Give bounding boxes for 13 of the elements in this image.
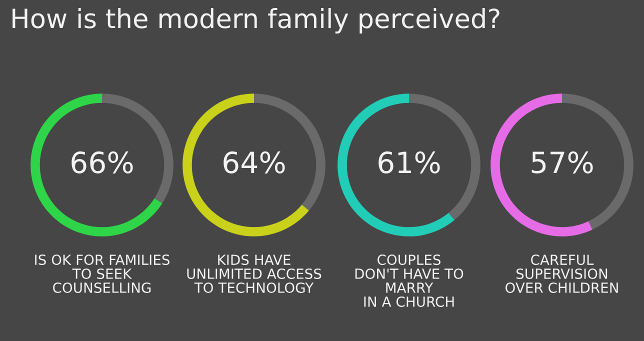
slice-label: KIDS HAVE UNLIMITED ACCESS TO TECHNOLOGY (187, 254, 322, 293)
donut-slice (182, 94, 310, 236)
data-label: 57% (532, 151, 593, 174)
data-label: 64% (224, 151, 285, 174)
text: How is the modern family perceived? (12, 8, 500, 34)
data-label: 66% (72, 151, 133, 174)
slice-label: IS OK FOR FAMILIES TO SEEK COUNSELLING (35, 254, 170, 293)
donut-slice (30, 94, 162, 236)
slice-label: COUPLES DON'T HAVE TO MARRY IN A CHURCH (355, 254, 464, 307)
donut-slice (490, 94, 592, 236)
data-label: 61% (378, 151, 440, 174)
donut-slice (338, 94, 455, 236)
slice-label: CAREFUL SUPERVISION OVER CHILDREN (506, 254, 618, 293)
